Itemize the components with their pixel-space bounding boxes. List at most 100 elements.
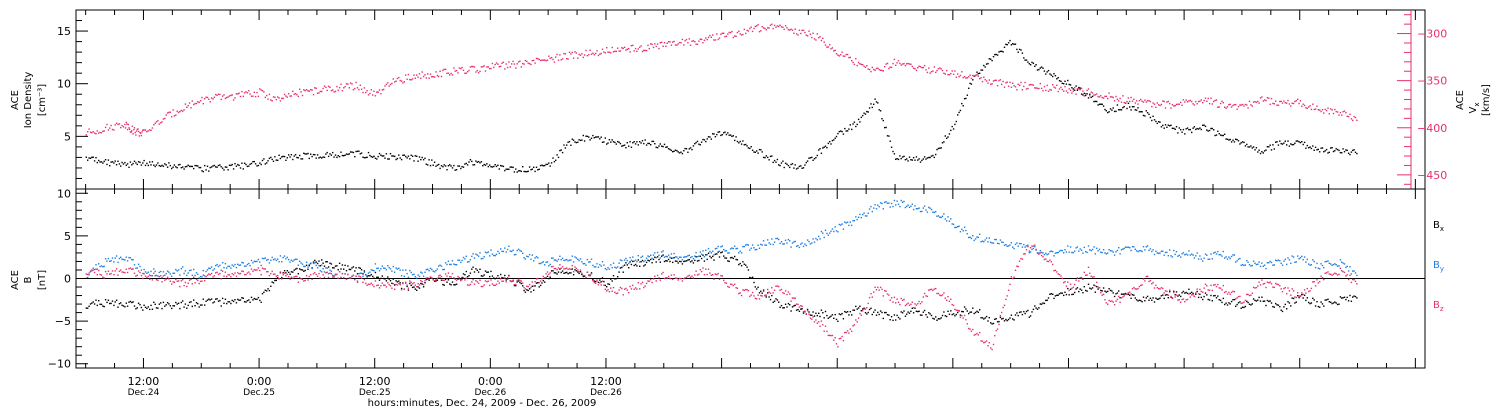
bz-point <box>252 270 254 272</box>
bz-point <box>1079 276 1081 279</box>
bz-point <box>391 287 393 289</box>
bx-point <box>516 281 518 283</box>
bx-point <box>779 306 781 308</box>
density-point <box>881 118 883 120</box>
speed-point <box>957 73 959 75</box>
bx-point <box>493 277 495 279</box>
bx-point <box>410 284 412 286</box>
by-point <box>767 239 769 241</box>
bx-point <box>176 303 178 305</box>
by-point <box>1061 249 1063 252</box>
bx-point <box>427 278 429 280</box>
density-point <box>1093 100 1095 103</box>
bx-point <box>1006 319 1008 322</box>
by-point <box>1286 263 1288 266</box>
by-point <box>864 215 867 217</box>
density-point <box>1275 141 1277 143</box>
by-point <box>852 220 854 222</box>
bz-point <box>1335 273 1337 275</box>
by-point <box>661 251 663 253</box>
bz-point <box>380 285 382 287</box>
bx-point <box>812 311 814 313</box>
bz-point <box>184 281 187 284</box>
speed-point <box>539 59 542 62</box>
density-point <box>762 156 765 159</box>
speed-point <box>1018 84 1021 87</box>
by-point <box>204 275 206 277</box>
bz-point <box>929 288 931 291</box>
bx-point <box>1108 288 1110 290</box>
by-point <box>457 259 459 261</box>
by-point <box>908 206 911 208</box>
speed-point <box>140 132 142 135</box>
density-point <box>340 151 342 153</box>
bz-point <box>1025 249 1028 251</box>
density-point <box>292 158 294 161</box>
speed-point <box>319 90 321 93</box>
speed-point <box>918 65 920 67</box>
speed-point <box>314 87 316 89</box>
density-point <box>976 71 978 73</box>
bz-point <box>1292 290 1295 292</box>
density-point <box>281 156 283 158</box>
bx-point <box>1020 311 1022 313</box>
bz-point <box>619 286 622 289</box>
speed-point <box>995 79 997 81</box>
by-point <box>359 272 361 274</box>
bx-point <box>1050 293 1052 295</box>
bx-point <box>1345 298 1347 301</box>
bz-point <box>1349 274 1351 277</box>
bx-point <box>202 298 204 300</box>
speed-point <box>615 50 617 53</box>
speed-point <box>369 92 371 95</box>
bx-point <box>1320 301 1322 303</box>
speed-point <box>1151 105 1153 108</box>
by-point <box>301 263 304 265</box>
speed-point <box>226 96 228 99</box>
density-point <box>822 147 824 149</box>
bx-point <box>1061 292 1063 294</box>
density-point <box>1310 147 1313 150</box>
speed-point <box>731 30 733 33</box>
speed-point <box>897 60 900 62</box>
bz-point <box>881 288 883 291</box>
by-point <box>1196 252 1198 254</box>
density-point <box>571 138 573 140</box>
speed-point <box>193 103 195 106</box>
by-point <box>954 226 956 229</box>
by-point <box>524 258 527 260</box>
bx-point <box>769 298 772 301</box>
density-point <box>351 151 353 153</box>
density-point <box>243 162 246 164</box>
bz-point <box>768 291 770 293</box>
density-point <box>1280 142 1282 145</box>
speed-point <box>760 30 762 32</box>
speed-point <box>561 58 564 60</box>
density-point <box>575 141 578 144</box>
bz-point <box>793 297 795 299</box>
speed-point <box>1336 111 1339 113</box>
by-point <box>1346 265 1348 267</box>
bz-point <box>820 320 823 322</box>
density-point <box>578 139 580 141</box>
bz-point <box>92 269 94 271</box>
speed-point <box>1024 81 1026 84</box>
density-point <box>383 155 385 157</box>
bz-point <box>319 277 321 279</box>
speed-point <box>801 29 803 32</box>
density-point <box>223 169 225 171</box>
density-point <box>977 72 979 75</box>
by-point <box>1156 252 1158 254</box>
bx-point <box>327 266 330 268</box>
density-point <box>283 155 286 158</box>
bx-point <box>333 267 335 269</box>
bx-point <box>1079 288 1081 290</box>
bx-point <box>417 286 419 288</box>
by-point <box>1091 248 1094 251</box>
bz-point <box>1047 260 1050 263</box>
bz-point <box>1169 289 1171 291</box>
bz-point <box>683 277 685 280</box>
bx-point <box>908 312 911 314</box>
speed-point <box>1310 108 1313 111</box>
